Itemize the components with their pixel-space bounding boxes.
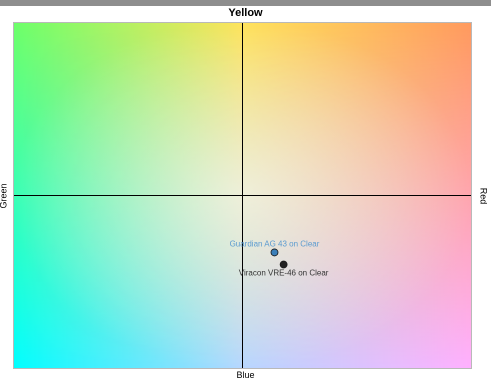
data-point-label-1: Guardian AG 43 on Clear [230, 239, 320, 248]
axis-label-top: Yellow [228, 7, 263, 19]
data-point-label-2: Viracon VRE-46 on Clear [239, 269, 329, 278]
color-chart-plot-area[interactable]: Guardian AG 43 on Clear Viracon VRE-46 on… [13, 22, 472, 369]
window-top-bar [0, 0, 491, 6]
color-chart-svg: Guardian AG 43 on Clear Viracon VRE-46 on… [14, 23, 471, 368]
data-points: Guardian AG 43 on Clear Viracon VRE-46 on… [230, 239, 329, 277]
axis-label-right: Red [478, 187, 489, 205]
axis-label-left: Green [0, 183, 9, 209]
axis-label-bottom: Blue [236, 370, 255, 380]
data-point-1[interactable] [270, 248, 279, 257]
data-point-2[interactable] [279, 260, 288, 269]
